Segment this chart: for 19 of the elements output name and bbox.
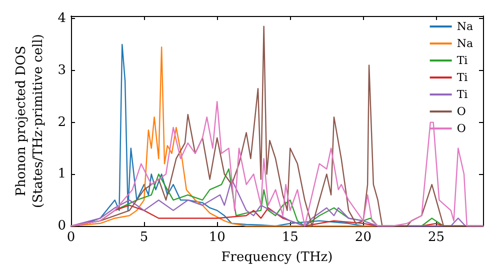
y-tick-label: 2 xyxy=(58,114,66,130)
x-tick-label: 20 xyxy=(354,230,372,245)
x-tick-label: 5 xyxy=(140,230,148,245)
legend-label: Na xyxy=(456,37,474,50)
y-tick-label: 4 xyxy=(58,11,66,26)
legend-label: O xyxy=(456,105,466,118)
y-tick-label: 1 xyxy=(58,166,66,182)
legend-label: Ti xyxy=(456,88,468,101)
y-tick-label: 3 xyxy=(58,62,66,78)
x-tick-label: 15 xyxy=(282,230,298,245)
y-axis-title: Phonon projected DOS (States/THz·primitive cell) xyxy=(14,34,46,208)
y-tick-label: 0 xyxy=(58,218,66,234)
x-tick-label: 10 xyxy=(208,230,226,245)
legend-label: Ti xyxy=(456,54,468,67)
x-tick-label: 25 xyxy=(428,230,445,245)
legend-label: Ti xyxy=(456,71,468,84)
x-axis-title: Frequency (THz) xyxy=(221,250,333,265)
legend-label: O xyxy=(456,122,466,135)
legend-label: Na xyxy=(456,20,474,33)
